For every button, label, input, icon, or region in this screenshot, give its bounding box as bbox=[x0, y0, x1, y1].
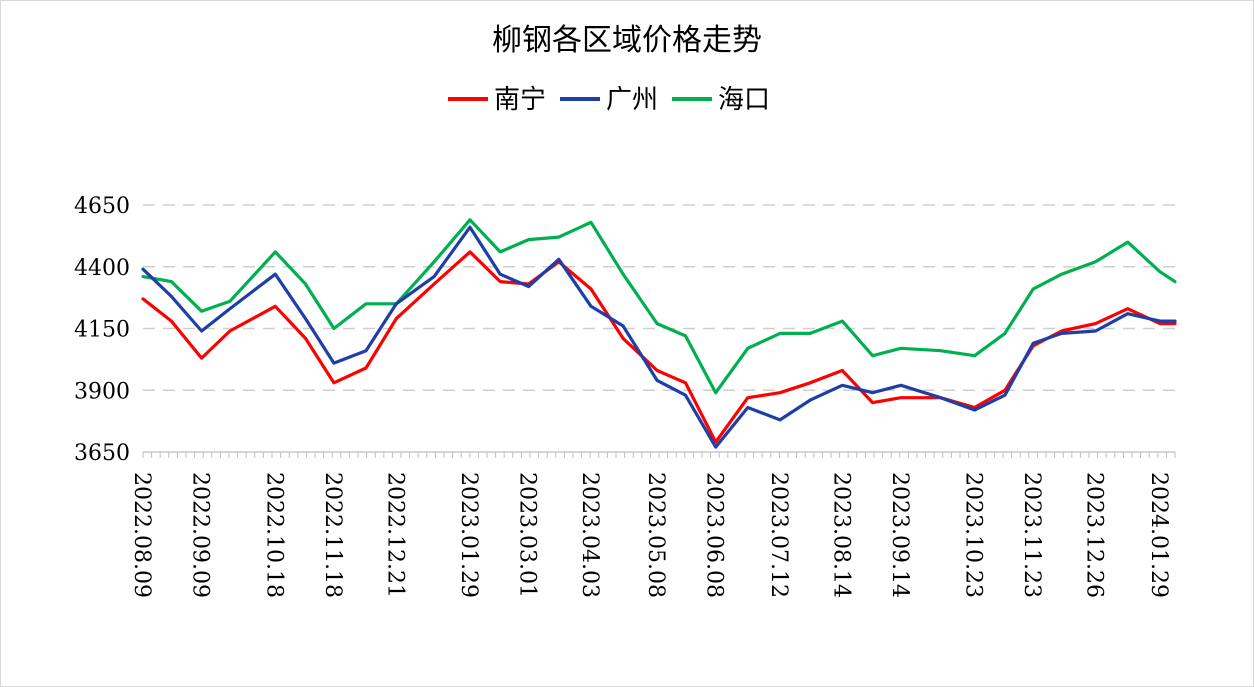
legend-label: 南宁 bbox=[494, 85, 546, 115]
x-tick-label: 2023.08.14 bbox=[828, 472, 853, 598]
series-line-2 bbox=[141, 218, 1177, 395]
series-group bbox=[141, 218, 1177, 449]
x-tick-label: 2022.09.09 bbox=[188, 472, 213, 598]
x-tick-label: 2024.01.29 bbox=[1146, 472, 1171, 598]
legend-label: 海口 bbox=[718, 85, 770, 115]
x-tick-label: 2023.11.23 bbox=[1019, 472, 1044, 598]
x-tick-label: 2023.04.03 bbox=[577, 472, 602, 598]
legend-label: 广州 bbox=[606, 85, 658, 115]
chart-title: 柳钢各区域价格走势 bbox=[492, 23, 762, 58]
x-tick-label: 2023.01.29 bbox=[456, 472, 481, 598]
series-line-1 bbox=[141, 225, 1177, 449]
y-axis: 3650 3900 4150 4400 4650 bbox=[74, 194, 130, 466]
x-tick-label: 2022.12.21 bbox=[382, 472, 407, 598]
x-tick-label: 2022.10.18 bbox=[261, 472, 286, 598]
x-tick-label: 2023.09.14 bbox=[887, 472, 912, 598]
x-tick-label: 2023.07.12 bbox=[766, 472, 791, 598]
y-tick-label: 3900 bbox=[74, 379, 130, 404]
y-tick-label: 3650 bbox=[74, 441, 130, 466]
y-tick-label: 4400 bbox=[74, 256, 130, 281]
x-tick-label: 2023.12.26 bbox=[1082, 472, 1107, 598]
y-tick-label: 4150 bbox=[74, 318, 130, 343]
y-tick-label: 4650 bbox=[74, 194, 130, 219]
x-tick-label: 2023.05.08 bbox=[643, 472, 668, 598]
x-axis: 2022.08.09 2022.09.09 2022.10.18 2022.11.18… bbox=[129, 451, 1176, 598]
legend: 南宁 广州 海口 bbox=[448, 85, 770, 115]
x-tick-label: 2023.10.23 bbox=[961, 472, 986, 598]
x-tick-label: 2022.08.09 bbox=[129, 472, 154, 598]
x-tick-label: 2023.06.08 bbox=[702, 472, 727, 598]
x-tick-label: 2023.03.01 bbox=[515, 472, 540, 598]
x-tick-label: 2022.11.18 bbox=[320, 472, 345, 598]
